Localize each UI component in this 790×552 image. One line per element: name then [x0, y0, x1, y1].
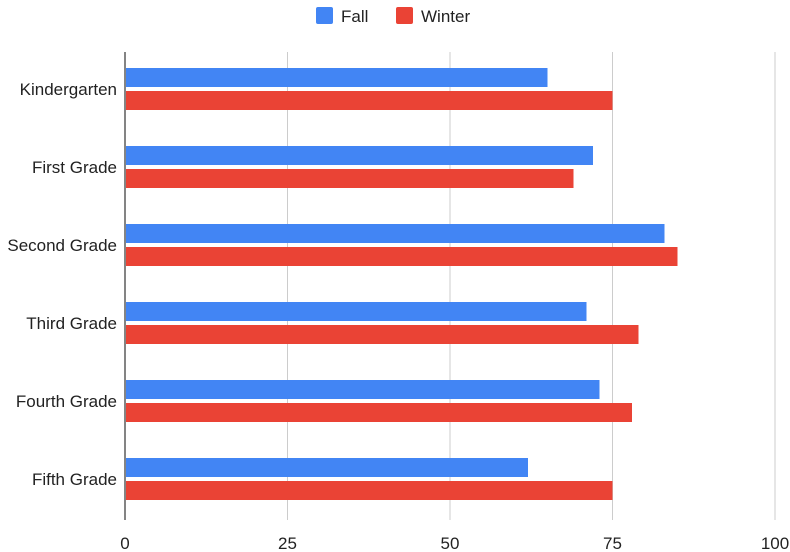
- legend-item-winter: Winter: [396, 7, 470, 26]
- x-tick-label-100: 100: [761, 534, 789, 552]
- bar-winter-first-grade: [126, 169, 574, 188]
- bar-fall-fourth-grade: [126, 380, 600, 399]
- bar-winter-kindergarten: [126, 91, 613, 110]
- x-tick-label-75: 75: [603, 534, 622, 552]
- legend-swatch-winter: [396, 7, 413, 24]
- bar-fall-kindergarten: [126, 68, 548, 87]
- grid-layer: [287, 52, 776, 520]
- legend-swatch-fall: [316, 7, 333, 24]
- bar-fall-fifth-grade: [126, 458, 528, 477]
- category-label-third-grade: Third Grade: [26, 314, 117, 333]
- legend-item-fall: Fall: [316, 7, 368, 26]
- bar-winter-fourth-grade: [126, 403, 632, 422]
- legend-label-winter: Winter: [421, 7, 470, 26]
- legend-label-fall: Fall: [341, 7, 368, 26]
- bar-winter-second-grade: [126, 247, 678, 266]
- bar-winter-fifth-grade: [126, 481, 613, 500]
- category-label-kindergarten: Kindergarten: [20, 80, 117, 99]
- category-label-fourth-grade: Fourth Grade: [16, 392, 117, 411]
- bar-winter-third-grade: [126, 325, 639, 344]
- bar-fall-first-grade: [126, 146, 593, 165]
- bars-layer: [126, 68, 678, 500]
- bar-fall-third-grade: [126, 302, 587, 321]
- category-label-fifth-grade: Fifth Grade: [32, 470, 117, 489]
- labels-layer: 0 25 50 75 100 Kindergarten First Grade Second …: [7, 80, 789, 552]
- category-label-second-grade: Second Grade: [7, 236, 117, 255]
- legend: Fall Winter: [316, 7, 470, 26]
- x-tick-label-25: 25: [278, 534, 297, 552]
- category-label-first-grade: First Grade: [32, 158, 117, 177]
- bar-fall-second-grade: [126, 224, 665, 243]
- x-tick-label-0: 0: [120, 534, 129, 552]
- x-tick-label-50: 50: [441, 534, 460, 552]
